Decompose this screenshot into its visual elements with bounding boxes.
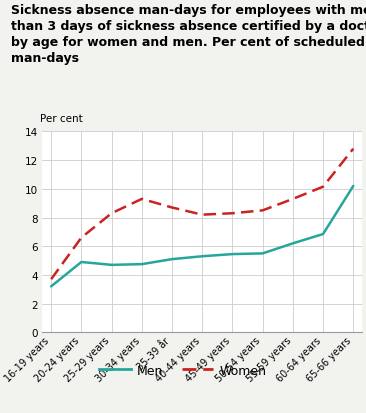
Legend: Men, Women: Men, Women — [94, 359, 272, 382]
Text: Sickness absence man-days for employees with more
than 3 days of sickness absenc: Sickness absence man-days for employees … — [11, 4, 366, 65]
Text: Per cent: Per cent — [41, 114, 83, 124]
